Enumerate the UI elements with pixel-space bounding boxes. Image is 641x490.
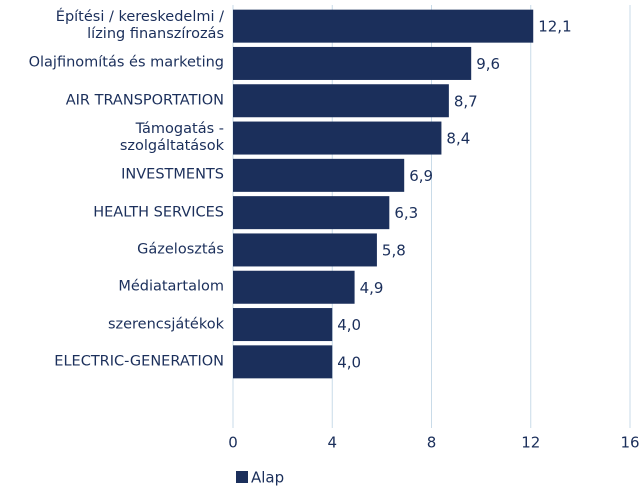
legend-label: Alap [251, 469, 284, 487]
y-tick-label: Olajfinomítás és marketing [28, 54, 224, 71]
bar [233, 196, 390, 230]
x-tick-label: 4 [327, 434, 337, 452]
bar [233, 84, 449, 118]
bar [233, 345, 333, 379]
value-label: 6,9 [409, 167, 433, 185]
x-tick-label: 16 [620, 434, 639, 452]
bar [233, 233, 377, 267]
value-label: 5,8 [382, 241, 406, 259]
value-label: 4,0 [337, 316, 361, 334]
x-tick-label: 12 [521, 434, 540, 452]
value-label: 4,9 [360, 279, 384, 297]
value-label: 6,3 [394, 204, 418, 222]
y-tick-label: INVESTMENTS [121, 166, 224, 183]
y-tick-label: ELECTRIC-GENERATION [54, 353, 224, 370]
bar [233, 158, 405, 192]
legend-swatch [236, 471, 248, 483]
x-tick-label: 0 [228, 434, 238, 452]
y-tick-label: AIR TRANSPORTATION [65, 92, 224, 109]
value-label: 4,0 [337, 353, 361, 371]
bar [233, 9, 534, 43]
bar [233, 121, 442, 155]
bar [233, 270, 355, 304]
x-tick-label: 8 [427, 434, 437, 452]
bar [233, 46, 472, 80]
value-label: 8,7 [454, 92, 478, 110]
y-tick-label: Gázelosztás [137, 241, 224, 258]
y-tick-label: HEALTH SERVICES [93, 204, 224, 221]
y-tick-label: Médiatartalom [118, 278, 224, 295]
y-tick-label: szerencsjátékok [107, 316, 224, 333]
value-label: 12,1 [538, 18, 571, 36]
value-label: 8,4 [446, 130, 470, 148]
y-tick-label: Építési / kereskedelmi / lízing finanszí… [55, 9, 224, 43]
bar [233, 308, 333, 342]
y-tick-label: Támogatás - szolgáltatások [119, 121, 224, 155]
value-label: 9,6 [476, 55, 500, 73]
